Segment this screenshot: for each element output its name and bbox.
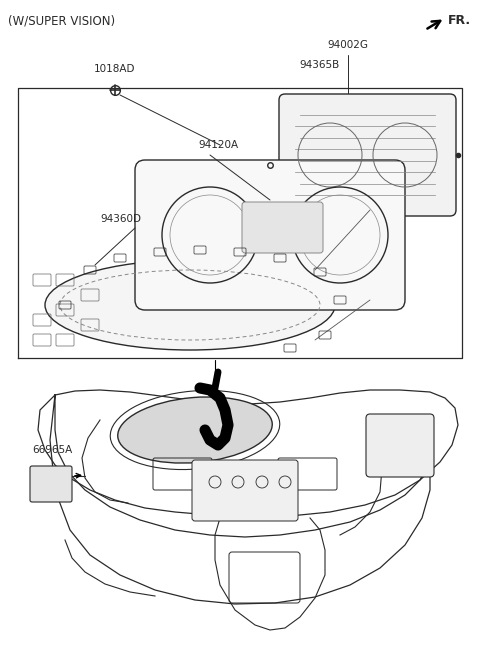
Text: 94360D: 94360D — [100, 214, 141, 224]
FancyBboxPatch shape — [192, 460, 298, 521]
FancyBboxPatch shape — [279, 94, 456, 216]
Text: 94120A: 94120A — [198, 140, 238, 150]
Text: 66965A: 66965A — [32, 445, 72, 455]
FancyBboxPatch shape — [30, 466, 72, 502]
Ellipse shape — [45, 260, 335, 350]
FancyBboxPatch shape — [135, 160, 405, 310]
Text: 94002G: 94002G — [327, 40, 369, 50]
Text: 1018AD: 1018AD — [94, 64, 136, 74]
Text: (W/SUPER VISION): (W/SUPER VISION) — [8, 14, 115, 27]
Text: FR.: FR. — [448, 14, 471, 27]
Ellipse shape — [118, 397, 272, 463]
FancyBboxPatch shape — [366, 414, 434, 477]
FancyBboxPatch shape — [242, 202, 323, 253]
Text: 94365B: 94365B — [300, 60, 340, 70]
